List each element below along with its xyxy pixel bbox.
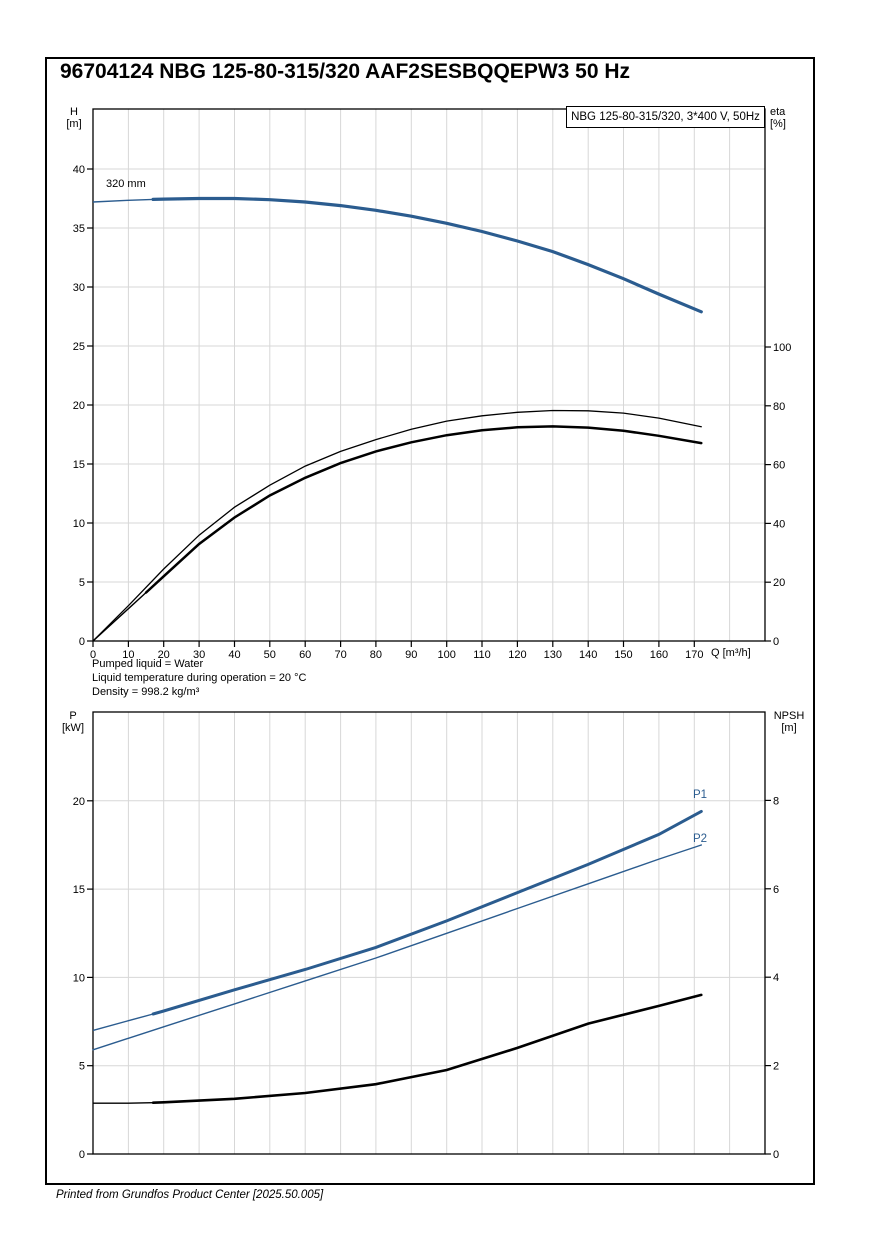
svg-text:30: 30 — [193, 649, 205, 661]
curve-head-320mm — [151, 196, 703, 314]
svg-text:4: 4 — [773, 972, 779, 984]
svg-text:0: 0 — [79, 1149, 85, 1161]
svg-text:10: 10 — [73, 972, 85, 984]
operating-conditions: Pumped liquid = Water Liquid temperature… — [92, 657, 306, 699]
curve-eta-pump — [92, 409, 702, 642]
svg-text:6: 6 — [773, 884, 779, 896]
curve-P2 — [92, 844, 702, 1051]
eta-axis-label: eta [%] — [770, 106, 786, 130]
svg-text:60: 60 — [299, 649, 311, 661]
svg-text:0: 0 — [773, 636, 779, 648]
liquid-temperature-line: Liquid temperature during operation = 20… — [92, 672, 307, 684]
pumped-liquid-line: Pumped liquid = Water — [92, 658, 204, 670]
report-border-box — [45, 57, 815, 1185]
curve-P1-thin — [92, 810, 702, 1032]
page-title: 96704124 NBG 125-80-315/320 AAF2SESBQQEP… — [60, 60, 631, 83]
svg-text:0: 0 — [90, 649, 96, 661]
svg-text:50: 50 — [264, 649, 276, 661]
svg-text:2: 2 — [773, 1061, 779, 1073]
curve-eta-pump-motor-thin — [92, 425, 702, 642]
svg-text:35: 35 — [73, 223, 85, 235]
svg-text:110: 110 — [473, 649, 491, 661]
svg-text:20: 20 — [73, 796, 85, 808]
qh-efficiency-chart: 0 5 10 15 20 25 30 35 40 0 20 40 60 80 100 0 10 20 30 40 50 6… — [73, 108, 791, 661]
svg-text:40: 40 — [73, 164, 85, 176]
svg-text:60: 60 — [773, 460, 785, 472]
svg-text:140: 140 — [579, 649, 597, 661]
h-axis-label: H [m] — [66, 106, 82, 130]
svg-text:20: 20 — [773, 577, 785, 589]
svg-text:15: 15 — [73, 884, 85, 896]
svg-text:160: 160 — [650, 649, 668, 661]
svg-text:120: 120 — [508, 649, 526, 661]
svg-text:0: 0 — [773, 1149, 779, 1161]
svg-text:80: 80 — [773, 401, 785, 413]
svg-text:0: 0 — [79, 636, 85, 648]
svg-text:20: 20 — [73, 400, 85, 412]
svg-text:8: 8 — [773, 795, 779, 807]
svg-text:20: 20 — [158, 649, 170, 661]
curve-head-320mm-thin — [92, 197, 702, 313]
curve-NPSH-thin — [93, 994, 702, 1104]
svg-text:15: 15 — [73, 459, 85, 471]
svg-text:10: 10 — [73, 518, 85, 530]
npsh-axis-label: NPSH [m] — [773, 710, 805, 734]
svg-text:40: 40 — [773, 518, 785, 530]
impeller-size-label: 320 mm — [106, 178, 146, 190]
svg-text:70: 70 — [334, 649, 346, 661]
density-line: Density = 998.2 kg/m³ — [92, 686, 200, 698]
svg-text:150: 150 — [614, 649, 632, 661]
svg-text:100: 100 — [438, 649, 456, 661]
svg-text:100: 100 — [773, 342, 791, 354]
chart-legend: NBG 125-80-315/320, 3*400 V, 50Hz — [566, 106, 765, 128]
svg-text:5: 5 — [79, 1061, 85, 1073]
svg-text:25: 25 — [73, 341, 85, 353]
power-npsh-chart: 0 5 10 15 20 0 2 4 6 8 — [73, 711, 779, 1161]
svg-text:30: 30 — [73, 282, 85, 294]
svg-text:80: 80 — [370, 649, 382, 661]
footer-note: Printed from Grundfos Product Center [20… — [56, 1189, 324, 1201]
svg-text:90: 90 — [405, 649, 417, 661]
svg-text:40: 40 — [228, 649, 240, 661]
curve-NPSH — [151, 993, 703, 1104]
svg-text:170: 170 — [685, 649, 703, 661]
curve-eta-pump-motor — [144, 425, 703, 594]
curve-P1 — [151, 809, 703, 1016]
p1-curve-label: P1 — [693, 789, 708, 801]
svg-text:5: 5 — [79, 577, 85, 589]
p-axis-label: P [kW] — [62, 710, 84, 734]
svg-text:130: 130 — [544, 649, 562, 661]
q-axis-label: Q [m³/h] — [711, 647, 751, 659]
svg-text:10: 10 — [122, 649, 134, 661]
p2-curve-label: P2 — [693, 833, 708, 845]
